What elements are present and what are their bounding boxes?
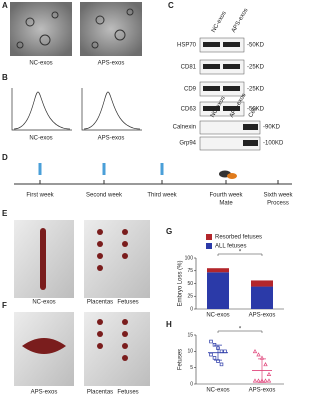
bar-segment <box>207 272 229 309</box>
bar-segment <box>207 268 229 273</box>
x-tick-label: APS-exos <box>249 388 276 394</box>
bands <box>203 42 258 146</box>
y-tick-label: 75 <box>187 268 193 274</box>
label: CD9 <box>184 87 197 93</box>
y-tick-label: 0 <box>190 381 193 387</box>
label: NC-exos <box>211 11 228 34</box>
y-tick-label: 15 <box>187 332 193 338</box>
label: -50KD <box>247 107 265 113</box>
photo <box>84 312 150 386</box>
data-point <box>266 371 272 376</box>
label: Fourth week <box>209 193 243 199</box>
legend-swatch <box>206 234 212 240</box>
x-tick-label: NC-exos <box>206 388 229 394</box>
syringe-icon <box>38 163 42 175</box>
y-tick-label: 50 <box>187 281 193 287</box>
error-bar <box>258 358 266 383</box>
label: Grp94 <box>179 141 196 147</box>
label: -90KD <box>263 125 281 131</box>
panel-label: E <box>2 209 8 218</box>
label: -25KD <box>247 87 265 93</box>
label: Second week <box>86 193 123 199</box>
label: Cell <box>248 107 258 119</box>
data-point <box>252 378 258 383</box>
significance-bracket <box>217 330 263 333</box>
bar-segment <box>251 280 273 287</box>
label: -25KD <box>247 65 265 71</box>
data-point <box>212 356 217 360</box>
label: -100KD <box>263 141 284 147</box>
y-tick-label: 5 <box>190 365 193 371</box>
legend-swatch <box>206 243 212 249</box>
label: CD81 <box>181 65 197 71</box>
photo <box>84 220 150 298</box>
label: CD63 <box>181 107 197 113</box>
y-axis-label: Embryo Loss (%) <box>178 260 184 306</box>
label: APS-exos <box>98 61 125 67</box>
label: HSP70 <box>177 43 197 49</box>
legend-label: Resorbed fetuses <box>215 235 262 241</box>
y-tick-label: 0 <box>190 306 193 312</box>
label: APS-exos <box>98 136 125 142</box>
syringe-icon <box>160 163 164 175</box>
data-point <box>256 378 261 383</box>
annotation: * <box>239 250 242 256</box>
data-point <box>219 362 224 367</box>
panel-label: C <box>168 1 174 10</box>
label: NC-exos <box>32 300 55 306</box>
annotation: * <box>239 327 242 333</box>
label: -50KD <box>247 43 265 49</box>
data-point <box>212 343 217 347</box>
data-point <box>209 352 213 357</box>
size-plots <box>11 88 142 131</box>
label: NC-exos <box>29 136 52 142</box>
label: First week <box>26 193 54 199</box>
x-tick-label: NC-exos <box>206 313 229 319</box>
label: Calnexin <box>173 125 196 131</box>
y-tick-label: 25 <box>187 294 193 300</box>
label: Placentas <box>87 300 113 306</box>
label: Fetuses <box>117 390 138 396</box>
mouse-icon <box>227 173 237 179</box>
significance-bracket <box>217 253 263 256</box>
label: APS-exos <box>231 8 250 34</box>
bar-segment <box>251 286 273 309</box>
label: Mate <box>219 201 233 207</box>
x-tick-label: APS-exos <box>249 313 276 319</box>
legend-label: ALL fetuses <box>215 244 246 250</box>
panel-label: G <box>166 227 172 236</box>
em-image <box>80 2 142 56</box>
tissue <box>22 228 128 361</box>
data-point <box>256 352 261 357</box>
data-point <box>216 359 220 363</box>
label: NC-exos <box>29 61 52 67</box>
error-bar <box>214 344 222 361</box>
label: Fetuses <box>117 300 138 306</box>
y-tick-label: 100 <box>185 255 194 261</box>
label: Process <box>267 201 289 207</box>
vesicles <box>16 8 134 49</box>
label: APS-exos <box>31 390 58 396</box>
panel-label: F <box>2 301 7 310</box>
data-point <box>209 339 213 344</box>
syringe-icon <box>102 163 106 175</box>
data-point <box>216 346 220 350</box>
panel-label: A <box>2 1 8 10</box>
em-image <box>10 2 72 56</box>
label: Placentas <box>87 390 113 396</box>
label: Sixth week <box>263 193 293 199</box>
y-axis-label: Fetuses <box>178 349 184 370</box>
panel-label: B <box>2 73 8 82</box>
label: Third week <box>147 193 177 199</box>
blots <box>199 37 261 151</box>
panel-label: D <box>2 153 8 162</box>
y-tick-label: 10 <box>187 349 193 355</box>
data-point <box>263 378 268 383</box>
data-point <box>266 378 272 383</box>
data-point <box>263 362 268 367</box>
panel-label: H <box>166 320 172 329</box>
data-point <box>252 348 258 354</box>
